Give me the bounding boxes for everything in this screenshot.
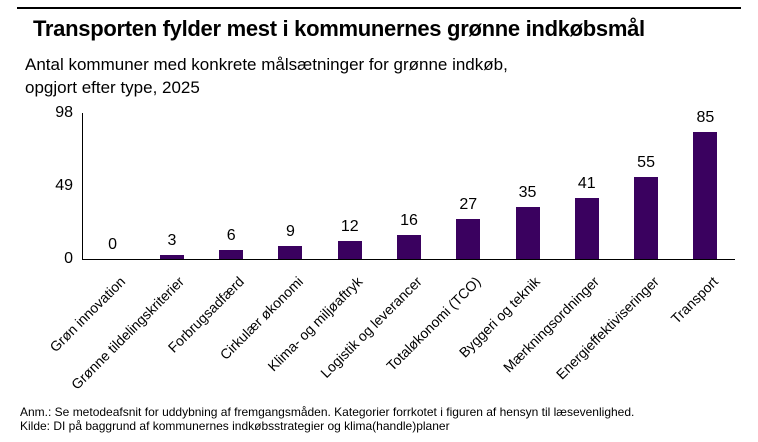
y-tick-label: 0 [64, 250, 73, 267]
y-tick-label: 49 [55, 177, 73, 194]
chart-title: Transporten fylder mest i kommunernes gr… [33, 16, 645, 41]
value-label: 9 [286, 222, 295, 240]
bar [159, 254, 184, 259]
category-label: Transport [667, 273, 721, 327]
value-label: 6 [226, 227, 236, 245]
bar [456, 218, 481, 259]
bar [337, 241, 362, 259]
note-text: Anm.: Se metodeafsnit for uddybning af f… [20, 405, 635, 419]
bar [634, 177, 659, 259]
y-tick-label: 98 [55, 104, 73, 121]
bar [515, 206, 540, 259]
plot-area: 0 49 98 0 3 6 9 12 16 27 35 41 55 85 [55, 104, 735, 267]
value-label: 41 [577, 174, 596, 192]
bar [693, 132, 718, 259]
footnotes: Anm.: Se metodeafsnit for uddybning af f… [20, 405, 635, 433]
bar [397, 235, 421, 259]
chart-subtitle: Antal kommuner med konkrete målsætninger… [25, 55, 508, 97]
bar [574, 197, 599, 259]
x-axis-labels: Grøn innovation Grønne tildelingskriterie… [46, 262, 734, 402]
bar [219, 250, 244, 259]
value-label: 0 [108, 236, 118, 253]
category-label: Grønne tildelingskriterier [68, 273, 188, 393]
value-label: 55 [637, 154, 655, 172]
value-label: 35 [518, 183, 537, 201]
value-label: 27 [459, 195, 478, 213]
value-label: 85 [696, 109, 715, 127]
value-label: 12 [340, 218, 359, 236]
value-label: 16 [400, 212, 418, 230]
value-label: 3 [167, 231, 177, 249]
category-label: Energieffektiviseringer [552, 273, 662, 383]
bar [278, 245, 303, 259]
source-text: Kilde: DI på baggrund af kommunernes ind… [20, 418, 450, 433]
top-rule [17, 7, 741, 9]
category-label: Logistik og leverancer [316, 273, 425, 381]
